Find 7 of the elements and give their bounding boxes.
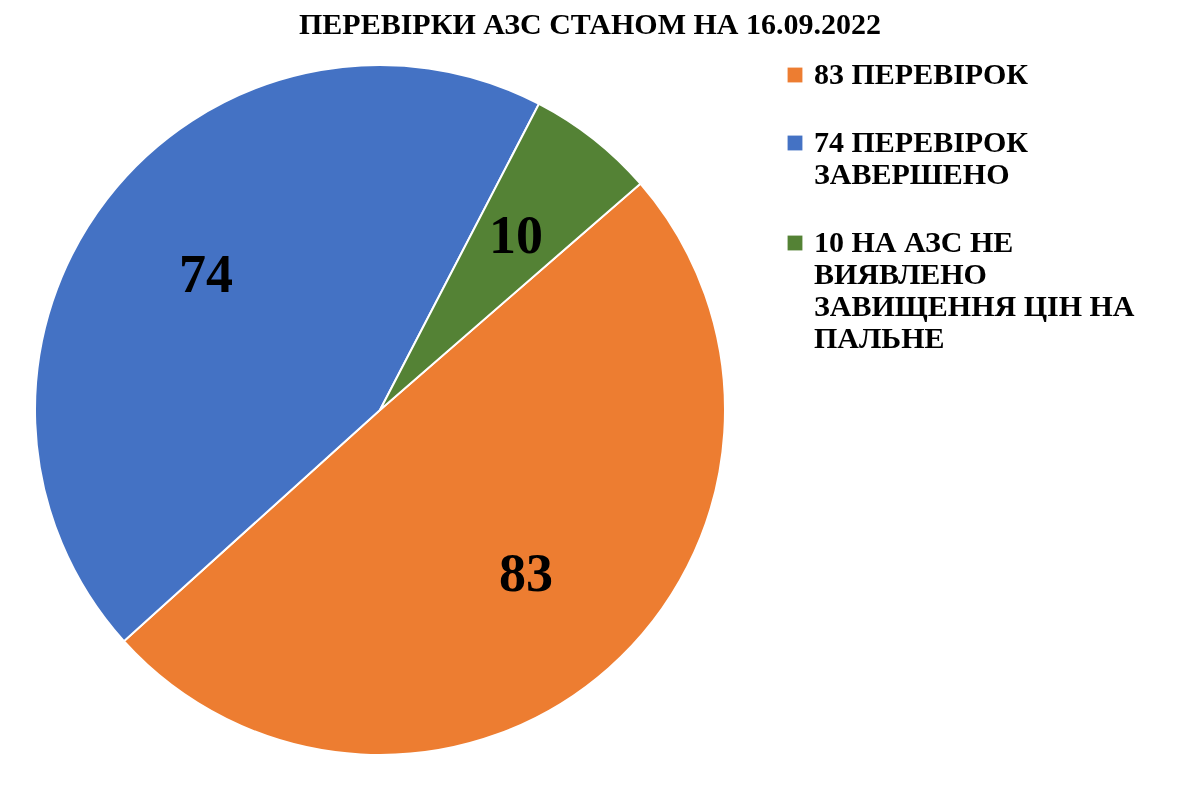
data-label: 83: [498, 542, 553, 603]
legend-label: 10 НА АЗС НЕ ВИЯВЛЕНО ЗАВИЩЕННЯ ЦІН НА ПАЛЬНЕ: [814, 225, 1135, 354]
chart-title: ПЕРЕВІРКИ АЗС СТАНОМ НА 16.09.2022: [298, 7, 882, 40]
data-label: 10: [489, 205, 544, 266]
data-label: 74: [178, 243, 233, 304]
legend-label: 74 ПЕРЕВІРОК ЗАВЕРШЕНО: [814, 125, 1029, 190]
legend-label: 83 ПЕРЕВІРОК: [814, 57, 1029, 90]
